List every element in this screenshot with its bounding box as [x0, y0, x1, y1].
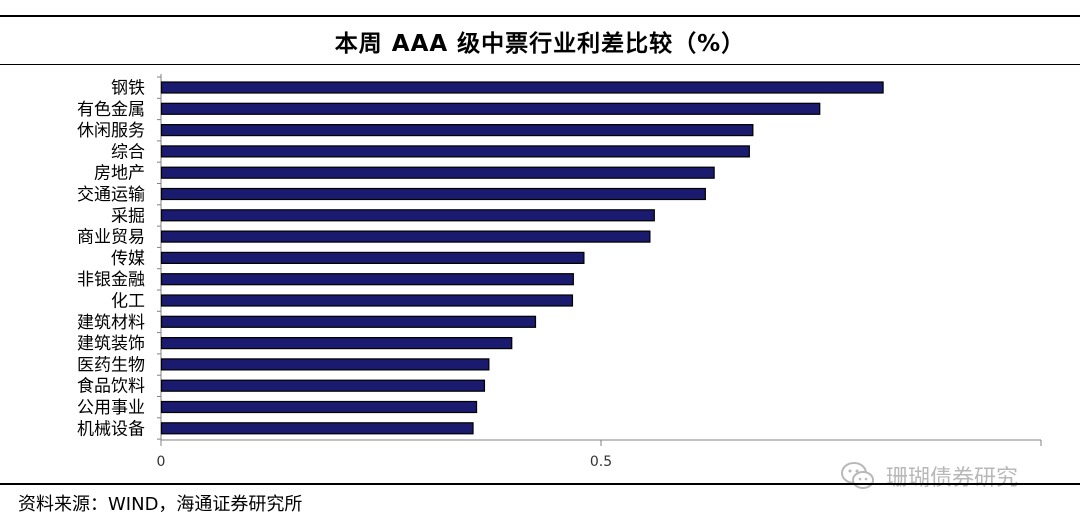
- bar: [160, 145, 750, 158]
- x-tick-label: 0.5: [590, 454, 612, 470]
- bar: [160, 379, 486, 392]
- wechat-icon: [840, 461, 876, 491]
- category-label: 建筑材料: [77, 313, 145, 333]
- bar: [160, 358, 490, 371]
- x-tick-label: 0: [157, 454, 166, 470]
- category-label: 交通运输: [77, 185, 145, 205]
- category-label: 房地产: [94, 164, 145, 184]
- watermark-text: 珊瑚债券研究: [886, 466, 1019, 491]
- category-label: 公用事业: [77, 398, 145, 418]
- category-label: 建筑装饰: [77, 334, 145, 354]
- bar: [160, 315, 537, 328]
- category-label: 钢铁: [111, 79, 145, 99]
- category-label: 医药生物: [77, 355, 145, 375]
- bar: [160, 294, 574, 307]
- bar: [160, 123, 754, 137]
- chart-bars: [160, 81, 884, 435]
- bar: [160, 166, 715, 179]
- category-label: 休闲服务: [77, 121, 145, 141]
- bar: [160, 209, 655, 222]
- bar: [160, 400, 478, 414]
- category-label: 采掘: [111, 206, 145, 226]
- bar: [160, 273, 574, 286]
- category-labels: 钢铁有色金属休闲服务综合房地产交通运输采掘商业贸易传媒非银金融化工建筑材料建筑装…: [77, 79, 145, 440]
- category-label: 食品饮料: [77, 377, 145, 397]
- top-rule: [0, 15, 1080, 17]
- category-label: 商业贸易: [77, 228, 145, 248]
- bar: [160, 230, 651, 243]
- watermark: 珊瑚债券研究: [840, 460, 1018, 492]
- bar: [160, 251, 585, 264]
- category-label: 综合: [111, 142, 145, 162]
- bar-chart: 钢铁有色金属休闲服务综合房地产交通运输采掘商业贸易传媒非银金融化工建筑材料建筑装…: [77, 74, 1042, 470]
- bar: [160, 81, 884, 94]
- chart-title: 本周 AAA 级中票行业利差比较（%）: [334, 31, 746, 57]
- bar: [160, 337, 513, 350]
- category-label: 机械设备: [77, 419, 145, 439]
- source-note: 资料来源：WIND，海通证券研究所: [18, 494, 303, 515]
- bar: [160, 187, 706, 201]
- category-label: 传媒: [111, 249, 145, 269]
- category-label: 化工: [111, 292, 145, 312]
- category-label: 有色金属: [77, 100, 145, 120]
- bar: [160, 422, 474, 435]
- x-tick-labels: 0 0.5: [157, 454, 613, 470]
- bottom-rule: [0, 483, 1080, 485]
- category-label: 非银金融: [77, 270, 145, 290]
- bar: [160, 102, 821, 115]
- title-divider: [0, 64, 1080, 65]
